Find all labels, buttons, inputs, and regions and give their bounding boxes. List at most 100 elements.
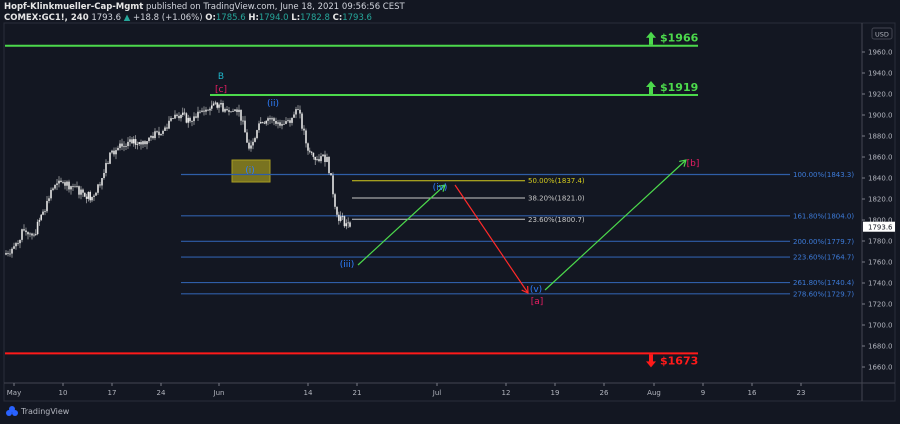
candle-body — [13, 246, 15, 249]
candle-body — [101, 178, 103, 186]
candle-body — [273, 118, 275, 122]
candle-body — [160, 133, 162, 136]
triangle-up-icon: ▲ — [123, 13, 131, 23]
time-axis[interactable]: May 10 17 24 Jun 14 21 Jul 12 19 26 Aug 9 16 23 — [7, 383, 806, 397]
candle-body — [103, 172, 105, 178]
candle-body — [287, 120, 289, 122]
candle-body — [19, 239, 21, 244]
candle-body — [164, 127, 166, 131]
candle-body — [349, 222, 351, 227]
publisher-name[interactable]: Hopf-Klinkmueller-Cap-Mgmt — [4, 2, 144, 12]
candle-body — [134, 139, 137, 145]
candle-body — [267, 118, 269, 121]
y-tick-label: 1780.0 — [868, 238, 893, 246]
fib-levels: 100.00%(1843.3) 161.80%(1804.0) 200.00%(17… — [181, 171, 854, 298]
level-label: $1673 — [660, 354, 698, 367]
projection-arrow-line — [357, 184, 446, 266]
x-tick-label: 26 — [600, 389, 609, 397]
candle-body — [172, 118, 174, 119]
x-tick-label: 17 — [108, 389, 117, 397]
y-tick-label: 1860.0 — [868, 154, 893, 162]
projection-arrows — [357, 159, 687, 294]
candle-body — [93, 195, 95, 197]
currency-label: USD — [875, 31, 889, 39]
candle-body — [111, 150, 113, 153]
y-tick-label: 1900.0 — [868, 112, 893, 120]
projection-arrow-line — [454, 184, 529, 294]
x-tick-label: 23 — [797, 389, 806, 397]
candle-body — [125, 146, 127, 147]
candle-body — [146, 141, 148, 145]
x-tick-label: 24 — [157, 389, 166, 397]
x-tick-label: 21 — [353, 389, 362, 397]
candle-body — [33, 234, 35, 236]
candle-body — [142, 141, 144, 145]
candle-body — [212, 103, 215, 106]
candle-body — [115, 150, 117, 155]
open-label: O: — [205, 13, 216, 23]
candle-body — [50, 189, 52, 199]
candle-body — [162, 130, 164, 134]
candle-body — [307, 143, 309, 151]
candle-body — [17, 243, 19, 244]
x-tick-label: 10 — [59, 389, 68, 397]
published-text: published on TradingView.com, June 18, 2… — [145, 2, 405, 12]
candles — [5, 99, 351, 258]
candle-body — [140, 142, 142, 145]
candle-body — [127, 141, 129, 147]
candle-body — [174, 114, 176, 119]
candle-body — [191, 121, 193, 122]
tradingview-logo[interactable]: TradingView — [6, 406, 69, 416]
fib-retracement-label: 23.60%(1800.7) — [528, 216, 585, 224]
candle-body — [347, 222, 349, 224]
candle-body — [291, 117, 293, 123]
candle-body — [180, 115, 182, 119]
candle-body — [285, 121, 287, 124]
price-axis[interactable]: 1960.0 1940.0 1920.0 1900.0 1880.0 1860.0 1840… — [862, 49, 893, 372]
candle-body — [283, 123, 285, 125]
fib-retracement-label: 50.00%(1837.4) — [528, 177, 585, 185]
y-tick-label: 1700.0 — [868, 322, 893, 330]
arrowhead-icon — [679, 159, 687, 167]
candle-body — [240, 109, 242, 121]
open-value: 1785.6 — [215, 13, 246, 23]
wave-label: (ii) — [267, 99, 279, 109]
candle-body — [72, 186, 74, 187]
wave-label: B — [218, 72, 224, 82]
candle-body — [228, 110, 230, 112]
candle-body — [133, 139, 135, 144]
low-value: 1782.8 — [300, 13, 330, 23]
candle-body — [84, 192, 86, 197]
candle-body — [56, 183, 58, 185]
fib-extension-label: 278.60%(1729.7) — [793, 290, 854, 298]
candle-body — [199, 111, 201, 113]
fib-extension-label: 100.00%(1843.3) — [793, 171, 854, 179]
candle-body — [68, 181, 70, 190]
fib-extension-label: 261.80%(1740.4) — [793, 279, 854, 287]
y-tick-label: 1880.0 — [868, 133, 893, 141]
candle-body — [44, 211, 46, 213]
candle-body — [207, 109, 209, 111]
candle-body — [281, 124, 283, 126]
candle-body — [203, 110, 205, 112]
candle-body — [320, 156, 322, 162]
candle-body — [310, 151, 313, 153]
tradingview-logo-icon — [6, 406, 18, 416]
candle-body — [121, 143, 123, 147]
candle-body — [234, 109, 236, 112]
y-tick-label: 1660.0 — [868, 364, 893, 372]
candle-body — [326, 157, 328, 163]
y-tick-label: 1820.0 — [868, 196, 893, 204]
candle-body — [185, 113, 188, 123]
y-tick-label: 1800.0 — [868, 217, 893, 225]
candle-body — [78, 186, 80, 195]
candle-body — [289, 120, 291, 123]
candle-body — [187, 117, 189, 123]
candle-body — [99, 184, 101, 186]
symbol-legend: COMEX:GC1!, 240 1793.6 ▲ +18.8 (+1.06%) … — [4, 13, 372, 23]
projection-arrow-line — [544, 159, 687, 291]
candle-body — [183, 112, 186, 114]
wave-label: [b] — [687, 159, 700, 169]
candle-body — [76, 186, 78, 187]
